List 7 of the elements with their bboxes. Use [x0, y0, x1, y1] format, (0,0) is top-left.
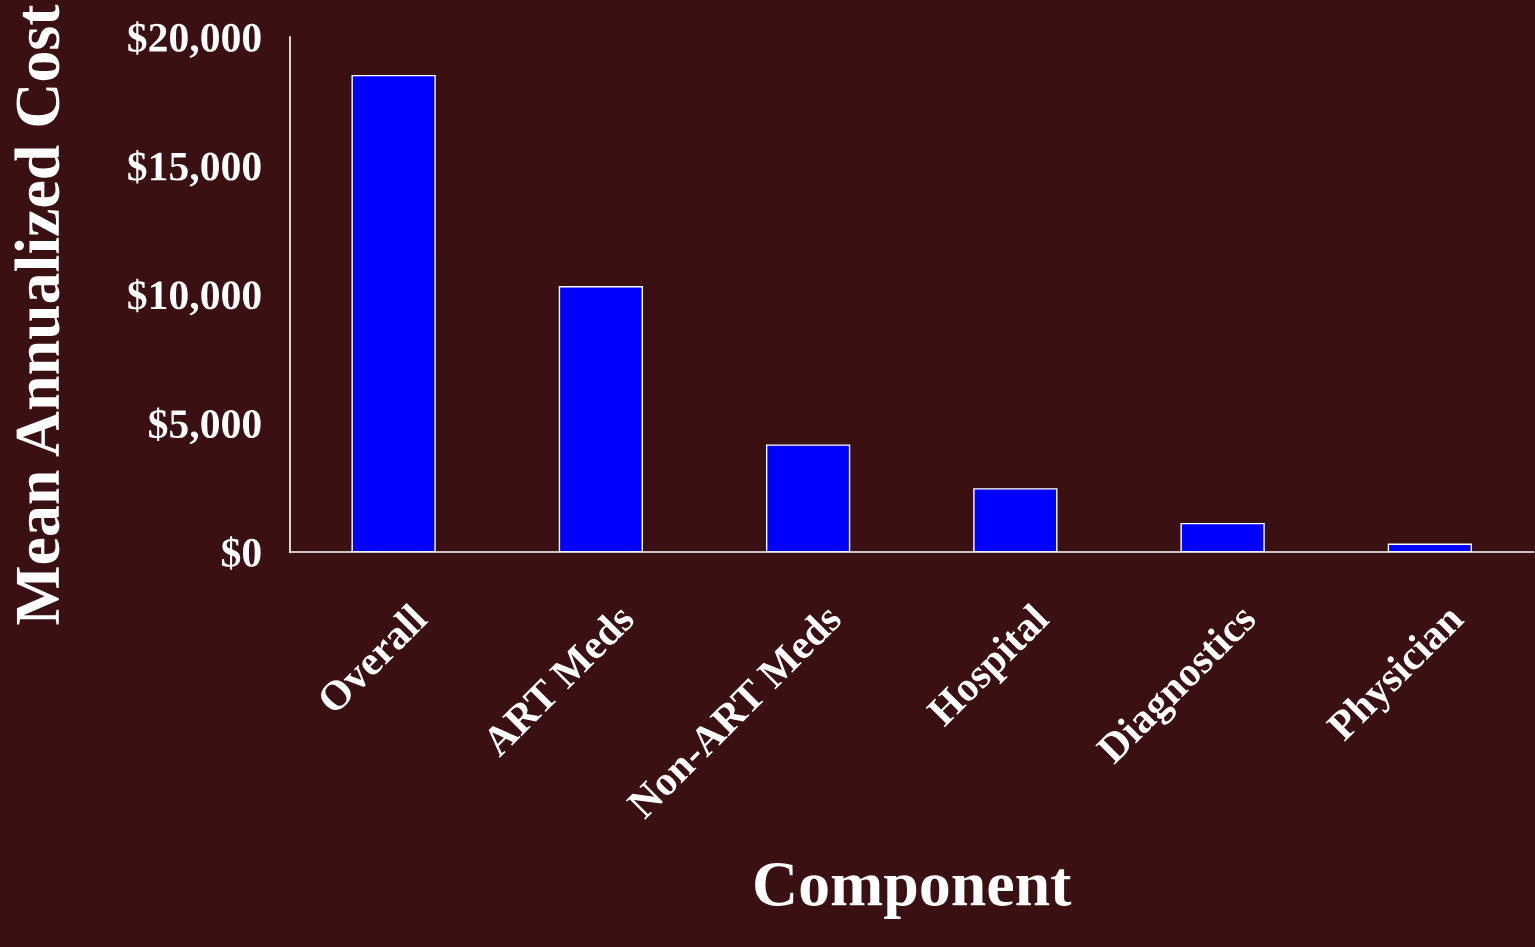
y-tick-label: $0 [222, 536, 261, 570]
y-tick-label: $15,000 [128, 150, 261, 187]
x-axis-title: Component [755, 863, 1072, 919]
y-tick-label: $20,000 [128, 21, 261, 58]
y-axis-title: Mean Annualized Cost [14, 4, 60, 625]
y-tick-label: $10,000 [128, 278, 261, 316]
y-tick-label: $5,000 [149, 407, 261, 445]
